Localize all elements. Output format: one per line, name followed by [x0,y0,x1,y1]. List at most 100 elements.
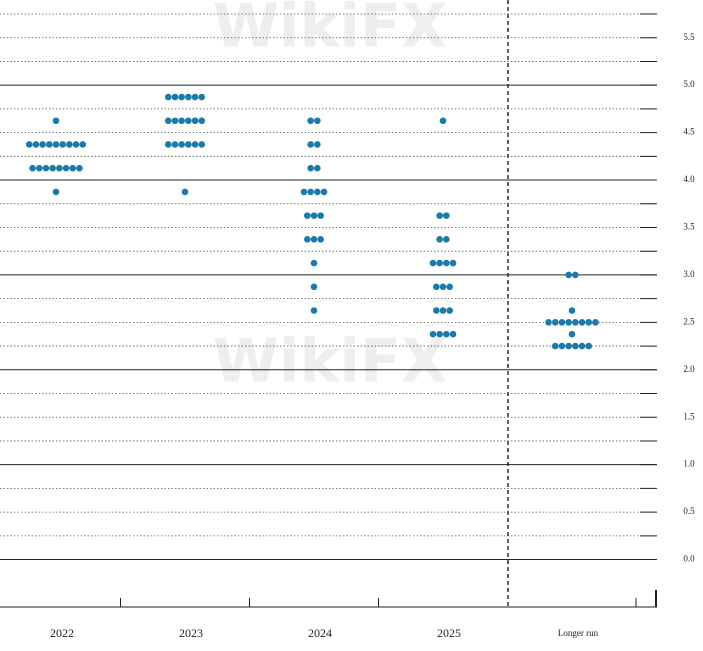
dot [446,307,454,314]
dot [164,93,172,101]
watermark: WikiFX [213,327,447,397]
dot [310,283,318,291]
dot [66,141,73,148]
dot [310,259,318,267]
dot [446,283,454,291]
dot [429,259,437,267]
y-tick-label: 3.0 [683,269,695,279]
dot [164,141,172,148]
dot [565,342,572,350]
dot [304,212,311,219]
dot [443,330,450,338]
dot [39,141,46,148]
dot [307,164,314,172]
dot [307,117,314,125]
x-tick-label: 2024 [308,626,332,640]
dot [565,271,572,279]
dot [439,117,447,125]
dot [565,319,572,326]
dot [35,164,43,172]
y-tick-label: 1.0 [683,459,695,469]
dot [76,164,83,172]
y-tick-label: 4.5 [683,127,695,137]
dot [171,117,179,125]
y-tick-label: 3.5 [683,222,695,232]
dot [439,307,447,314]
dot [314,188,321,196]
x-tick-label: 2025 [437,626,461,640]
dot [568,330,576,338]
dot [191,141,199,148]
y-tick-label: 0.0 [683,554,695,564]
y-tick-label: 0.5 [683,506,695,516]
dot [558,319,566,326]
dot [314,117,321,125]
x-tick-label: 2023 [179,626,203,640]
dot [49,164,56,172]
dot [436,330,443,338]
dot [304,236,311,243]
dot [52,141,60,148]
dot [185,117,192,125]
dot [436,259,443,267]
dot [198,117,206,125]
dot [320,188,328,196]
dot [52,188,60,196]
dot [551,319,559,326]
dot [436,236,443,243]
dot [59,141,66,148]
dot [72,141,80,148]
dot [429,330,437,338]
dot [171,93,179,101]
dot [307,188,314,196]
y-tick-label: 5.0 [683,79,695,89]
dot [181,188,189,196]
dot [178,117,185,125]
dot [545,319,552,326]
dot [585,342,593,350]
dot [185,93,192,101]
dot [310,236,318,243]
dot [307,141,314,148]
dot [314,141,321,148]
dot [62,164,70,172]
dot [433,283,440,291]
dot [585,319,593,326]
dot [25,141,33,148]
dot [46,141,53,148]
dot [449,259,457,267]
dot [178,141,185,148]
dot [449,330,457,338]
dot [439,283,447,291]
y-tick-label: 4.0 [683,174,695,184]
dot [314,164,321,172]
dot [164,117,172,125]
dot [42,164,50,172]
dot [578,342,586,350]
y-tick-label: 2.0 [683,364,695,374]
dot [178,93,185,101]
dot [300,188,308,196]
dot [572,342,579,350]
dot [443,212,450,219]
dot [29,164,36,172]
dot [310,307,318,314]
dot [443,259,450,267]
dot [310,212,318,219]
dot [317,212,325,219]
watermark: WikiFX [213,0,447,62]
x-tick-label: Longer run [558,628,599,638]
dot [32,141,40,148]
y-tick-label: 2.5 [683,316,695,326]
dot [572,271,579,279]
dot [551,342,559,350]
dot [56,164,63,172]
y-tick-label: 1.5 [683,411,695,421]
dot [69,164,77,172]
dot [191,117,199,125]
dot [191,93,199,101]
dot [568,307,576,314]
dot [433,307,440,314]
